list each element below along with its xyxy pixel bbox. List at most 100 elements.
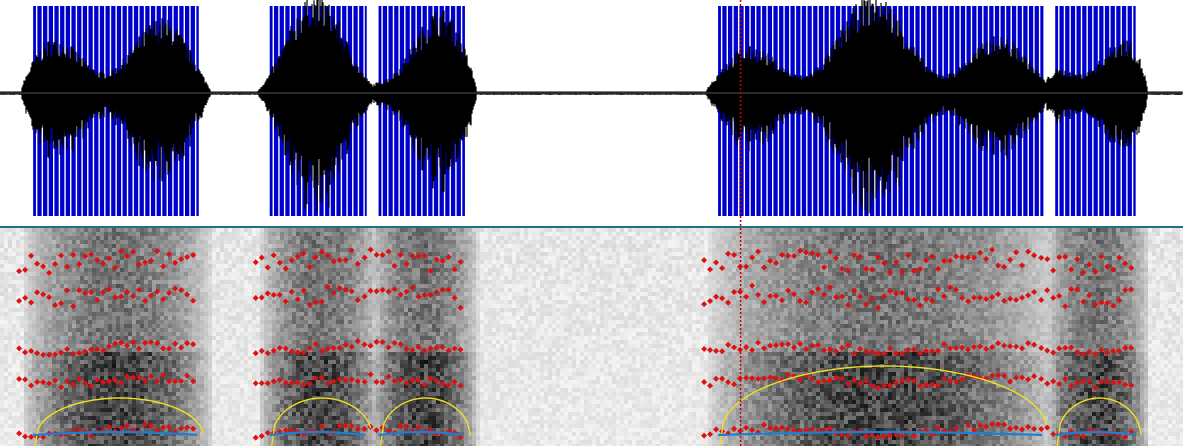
spectrogram-cell	[88, 332, 92, 336]
spectrogram-cell	[176, 376, 180, 380]
spectrogram-cell	[344, 312, 348, 316]
spectrogram-cell	[320, 444, 324, 446]
spectrogram-cell	[336, 408, 340, 412]
spectrogram-cell	[28, 232, 32, 236]
spectrogram-cell	[228, 328, 232, 332]
spectrogram-cell	[288, 292, 292, 296]
spectrogram-cell	[268, 376, 272, 380]
spectrogram-cell	[248, 412, 252, 416]
spectrogram-cell	[312, 324, 316, 328]
spectrogram-cell	[264, 356, 268, 360]
spectrogram-cell	[236, 304, 240, 308]
spectrogram-panel[interactable]	[0, 228, 1183, 446]
spectrogram-cell	[92, 304, 96, 308]
spectrogram-cell	[232, 356, 236, 360]
spectrogram-cell	[60, 232, 64, 236]
spectrogram-cell	[296, 288, 300, 292]
spectrogram-cell	[296, 292, 300, 296]
spectrogram-cell	[116, 360, 120, 364]
spectrogram-cell	[272, 324, 276, 328]
spectrogram-cell	[228, 236, 232, 240]
spectrogram-cell	[12, 276, 16, 280]
spectrogram-cell	[336, 396, 340, 400]
spectrogram-cell	[108, 336, 112, 340]
spectrogram-cell	[188, 392, 192, 396]
spectrogram-energy	[0, 228, 1183, 446]
spectrogram-cell	[76, 360, 80, 364]
spectrogram-cell	[0, 300, 4, 304]
spectrogram-cell	[236, 440, 240, 444]
spectrogram-cell	[68, 420, 72, 424]
spectrogram-cell	[312, 328, 316, 332]
spectrogram-cell	[28, 316, 32, 320]
spectrogram-cell	[12, 268, 16, 272]
spectrogram-cell	[168, 396, 172, 400]
spectrogram-cell	[200, 444, 204, 446]
spectrogram-cell	[172, 256, 176, 260]
spectrogram-cell	[84, 308, 88, 312]
spectrogram-cell	[188, 332, 192, 336]
spectrogram-cell	[80, 356, 84, 360]
spectrogram-cell	[88, 440, 92, 444]
spectrogram-cell	[44, 236, 48, 240]
spectrogram-cell	[152, 436, 156, 440]
spectrogram-cell	[236, 436, 240, 440]
spectrogram-cell	[136, 440, 140, 444]
spectrogram-cell	[212, 316, 216, 320]
spectrogram-cell	[124, 432, 128, 436]
spectrogram-cell	[184, 284, 188, 288]
spectrogram-cell	[272, 372, 276, 376]
spectrogram-cell	[108, 388, 112, 392]
spectrogram-cell	[144, 292, 148, 296]
spectrogram-cell	[252, 308, 256, 312]
spectrogram-cell	[64, 260, 68, 264]
spectrogram-cell	[84, 248, 88, 252]
spectrogram-cell	[180, 404, 184, 408]
spectrogram-cell	[108, 348, 112, 352]
spectrogram-cell	[148, 352, 152, 356]
spectrogram-cell	[112, 324, 116, 328]
spectrogram-cell	[96, 372, 100, 376]
spectrogram-cell	[204, 436, 208, 440]
spectrogram-cell	[204, 244, 208, 248]
spectrogram-cell	[276, 424, 280, 428]
spectrogram-cell	[176, 304, 180, 308]
spectrogram-cell	[280, 256, 284, 260]
spectrogram-cell	[116, 316, 120, 320]
spectrogram-cell	[268, 264, 272, 268]
spectrogram-cell	[148, 296, 152, 300]
waveform-view[interactable]	[0, 0, 1183, 226]
spectrogram-cell	[280, 384, 284, 388]
spectrogram-cell	[132, 260, 136, 264]
spectrogram-cell	[176, 300, 180, 304]
spectrogram-cell	[152, 344, 156, 348]
spectrogram-cell	[136, 336, 140, 340]
spectrogram-cell	[340, 344, 344, 348]
spectrogram-cell	[48, 428, 52, 432]
spectrogram-cell	[244, 388, 248, 392]
spectrogram-cell	[276, 272, 280, 276]
spectrogram-view[interactable]	[0, 228, 1183, 446]
spectrogram-cell	[248, 424, 252, 428]
spectrogram-cell	[192, 284, 196, 288]
spectrogram-cell	[252, 336, 256, 340]
spectrogram-cell	[312, 428, 316, 432]
spectrogram-cell	[300, 340, 304, 344]
spectrogram-cell	[348, 308, 352, 312]
spectrogram-cell	[88, 396, 92, 400]
spectrogram-cell	[264, 388, 268, 392]
spectrogram-cell	[340, 432, 344, 436]
spectrogram-cell	[28, 440, 32, 444]
spectrogram-cell	[348, 420, 352, 424]
spectrogram-cell	[320, 344, 324, 348]
spectrogram-cell	[76, 260, 80, 264]
spectrogram-cell	[120, 256, 124, 260]
spectrogram-cell	[132, 288, 136, 292]
spectrogram-cell	[24, 340, 28, 344]
spectrogram-cell	[88, 268, 92, 272]
spectrogram-cell	[20, 400, 24, 404]
spectrogram-cell	[156, 232, 160, 236]
spectrogram-cell	[344, 328, 348, 332]
waveform-panel[interactable]	[0, 0, 1183, 226]
